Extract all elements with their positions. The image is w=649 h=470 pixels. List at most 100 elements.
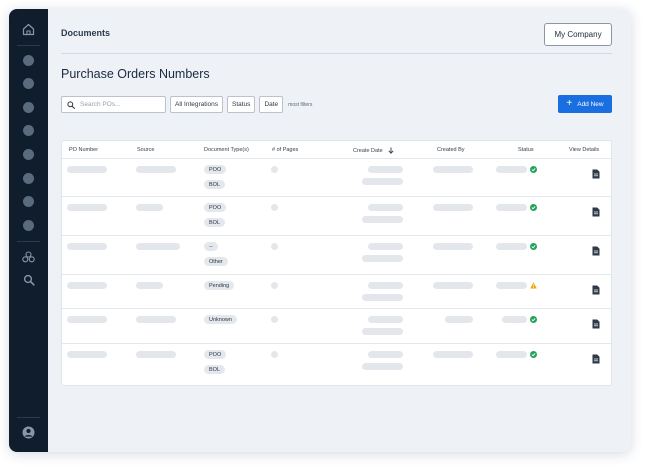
po-number-placeholder [67, 166, 107, 173]
integrations-icon[interactable] [21, 249, 36, 264]
search-icon [67, 100, 75, 109]
plus-icon: + [566, 98, 573, 109]
pages-placeholder [271, 166, 278, 173]
sidebar-item-8[interactable] [21, 218, 36, 233]
filter-integrations[interactable]: All Integrations [170, 96, 223, 113]
sidebar-divider [17, 241, 40, 242]
create-time-placeholder [362, 363, 403, 370]
created-by-placeholder [433, 166, 473, 173]
document-icon[interactable] [592, 207, 600, 217]
col-document-types[interactable]: Document Type(s) [204, 147, 249, 153]
sidebar-item-7[interactable] [21, 194, 36, 209]
purchase-orders-table: PO Number Source Document Type(s) # of P… [61, 140, 612, 386]
sidebar-item-6[interactable] [21, 171, 36, 186]
more-filters-link[interactable]: most filters [288, 101, 313, 108]
col-created-by[interactable]: Created By [437, 147, 465, 153]
doc-type-tag: BOL [204, 218, 226, 227]
filter-date[interactable]: Date [259, 96, 284, 113]
source-placeholder [136, 282, 163, 289]
nav-dot-icon [23, 78, 34, 89]
sidebar-item-3[interactable] [21, 100, 36, 115]
table-row[interactable]: -- Other [62, 236, 611, 275]
user-icon[interactable] [21, 425, 36, 440]
col-pages[interactable]: # of Pages [272, 147, 299, 153]
sidebar-item-4[interactable] [21, 123, 36, 138]
status-check-icon [530, 243, 537, 250]
pages-placeholder [271, 282, 278, 289]
create-date-placeholder [368, 243, 403, 250]
breadcrumb[interactable]: Documents [61, 28, 111, 38]
doc-type-tag: POO [204, 350, 227, 359]
nav-dot-icon [23, 149, 34, 160]
nav-dot-icon [23, 125, 34, 136]
create-time-placeholder [362, 255, 403, 262]
document-icon[interactable] [592, 319, 600, 329]
home-icon[interactable] [21, 22, 36, 37]
create-time-placeholder [362, 216, 403, 223]
status-placeholder [496, 282, 527, 289]
doc-type-tag: POO [204, 203, 227, 212]
col-source[interactable]: Source [137, 147, 155, 153]
search-input[interactable] [80, 101, 160, 108]
doc-type-tag: -- [204, 242, 218, 251]
create-date-placeholder [368, 204, 403, 211]
add-new-button[interactable]: + Add New [558, 95, 612, 113]
status-check-icon [530, 351, 537, 358]
search-icon[interactable] [21, 272, 36, 287]
app-window: Documents My Company Purchase Orders Num… [9, 9, 631, 452]
document-icon[interactable] [592, 285, 600, 295]
col-create-date-label: Create Date [353, 147, 383, 154]
sidebar-item-5[interactable] [21, 147, 36, 162]
document-icon[interactable] [592, 246, 600, 256]
col-view-details[interactable]: View Details [569, 147, 600, 153]
main-content: Documents My Company Purchase Orders Num… [48, 9, 631, 452]
search-box[interactable] [61, 96, 166, 113]
pages-placeholder [271, 243, 278, 250]
status-placeholder [496, 204, 527, 211]
sort-arrow-down-icon[interactable] [388, 147, 394, 154]
table-row[interactable]: POO BOL [62, 197, 611, 236]
col-create-date[interactable]: Create Date [353, 147, 394, 154]
pages-placeholder [271, 316, 278, 323]
created-by-placeholder [433, 243, 473, 250]
po-number-placeholder [67, 243, 107, 250]
sidebar-item-1[interactable] [21, 53, 36, 68]
page-title: Purchase Orders Numbers [61, 67, 210, 81]
created-by-placeholder [433, 204, 473, 211]
header-divider [62, 158, 611, 159]
created-by-placeholder [445, 316, 473, 323]
doc-type-tag: BOL [204, 365, 226, 374]
table-row[interactable]: POO BOL [62, 159, 611, 197]
create-time-placeholder [362, 328, 403, 335]
company-switcher-button[interactable]: My Company [544, 23, 612, 46]
col-status[interactable]: Status [518, 147, 534, 153]
table-row[interactable]: Pending [62, 275, 611, 309]
pages-placeholder [271, 204, 278, 211]
doc-type-tag: Unknown [204, 315, 237, 324]
nav-dot-icon [23, 196, 34, 207]
table-row[interactable]: POO BOL [62, 344, 611, 385]
nav-dot-icon [23, 102, 34, 113]
doc-type-tag: BOL [204, 180, 226, 189]
status-check-icon [530, 166, 537, 173]
created-by-placeholder [433, 282, 473, 289]
create-date-placeholder [368, 316, 403, 323]
col-po-number[interactable]: PO Number [69, 147, 99, 153]
nav-dot-icon [23, 55, 34, 66]
source-placeholder [136, 166, 176, 173]
sidebar-item-2[interactable] [21, 76, 36, 91]
filter-status[interactable]: Status [227, 96, 256, 113]
source-placeholder [136, 351, 176, 358]
header-divider [61, 53, 612, 54]
pages-placeholder [271, 351, 278, 358]
table-row[interactable]: Unknown [62, 309, 611, 344]
create-time-placeholder [362, 178, 403, 185]
create-time-placeholder [362, 294, 403, 301]
po-number-placeholder [67, 204, 107, 211]
nav-dot-icon [23, 220, 34, 231]
source-placeholder [136, 316, 176, 323]
document-icon[interactable] [592, 354, 600, 364]
document-icon[interactable] [592, 169, 600, 179]
status-placeholder [502, 316, 527, 323]
create-date-placeholder [368, 282, 403, 289]
